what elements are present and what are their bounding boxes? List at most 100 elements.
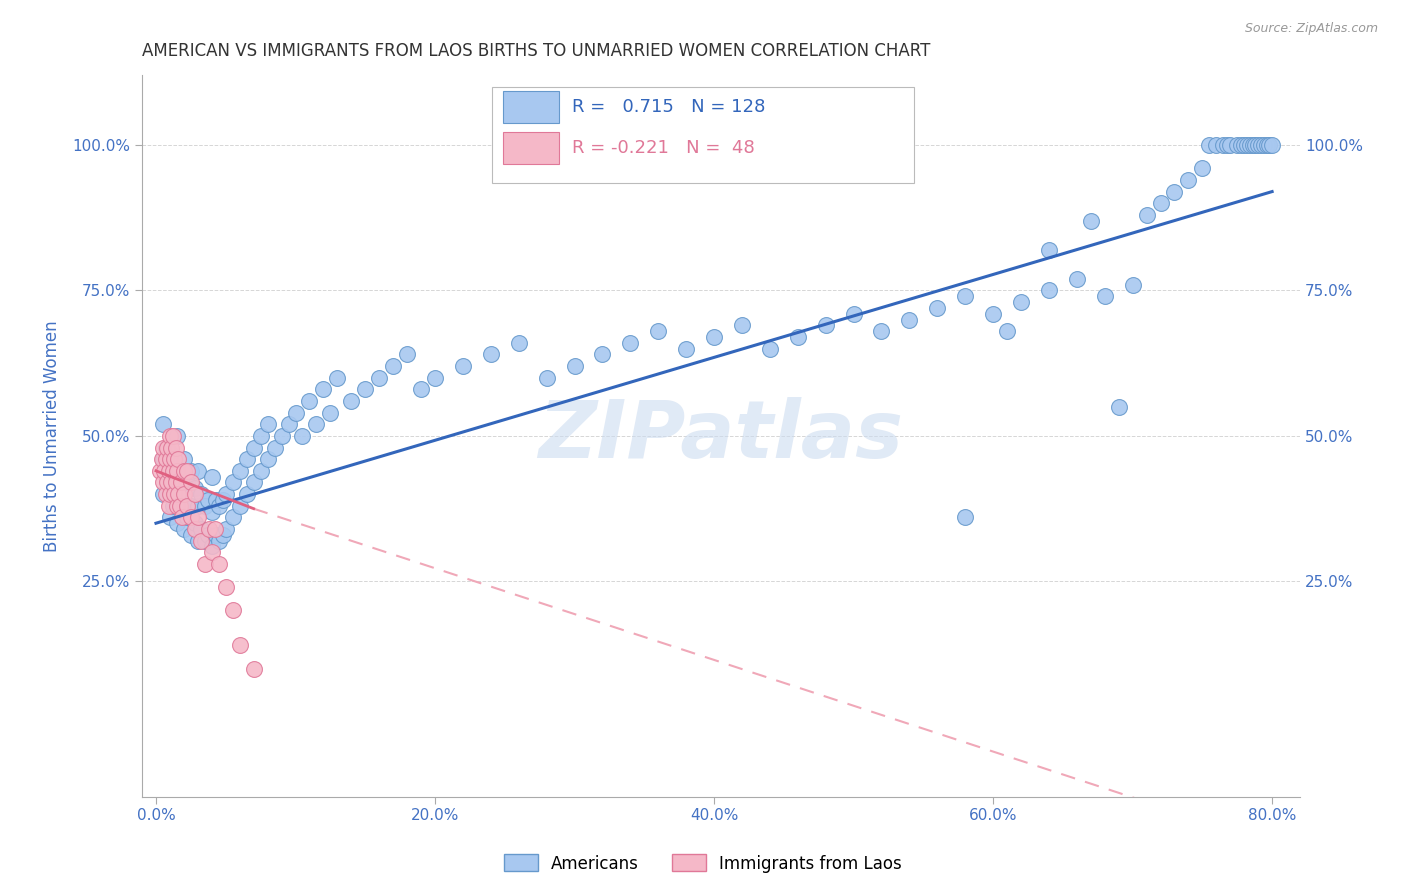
Point: [953, 289, 976, 303]
Point: [451, 359, 474, 373]
Point: [564, 359, 586, 373]
Point: [180, 475, 202, 490]
Point: [222, 510, 245, 524]
Point: [160, 441, 183, 455]
Point: [1250, 138, 1272, 153]
Point: [242, 662, 264, 676]
Point: [212, 528, 235, 542]
Point: [953, 510, 976, 524]
Point: [155, 487, 177, 501]
Point: [155, 452, 177, 467]
Point: [1038, 284, 1060, 298]
Point: [368, 370, 391, 384]
Point: [187, 464, 209, 478]
Point: [1216, 138, 1239, 153]
Point: [1066, 272, 1088, 286]
Point: [1244, 138, 1267, 153]
Point: [150, 452, 173, 467]
Point: [354, 383, 377, 397]
Point: [163, 452, 186, 467]
Point: [731, 318, 754, 333]
Text: ZIPatlas: ZIPatlas: [538, 397, 904, 475]
Text: Source: ZipAtlas.com: Source: ZipAtlas.com: [1244, 22, 1378, 36]
Point: [187, 510, 209, 524]
Point: [619, 335, 641, 350]
Point: [166, 487, 188, 501]
Point: [155, 441, 177, 455]
Point: [1094, 289, 1116, 303]
Point: [222, 475, 245, 490]
Point: [1253, 138, 1275, 153]
Point: [190, 487, 212, 501]
Point: [169, 499, 191, 513]
Point: [1108, 400, 1130, 414]
Point: [1236, 138, 1258, 153]
Point: [194, 533, 217, 548]
Point: [208, 499, 231, 513]
Point: [1241, 138, 1264, 153]
Point: [180, 510, 202, 524]
Point: [173, 487, 195, 501]
Point: [249, 429, 271, 443]
Text: R =   0.715   N = 128: R = 0.715 N = 128: [572, 98, 765, 116]
Point: [162, 499, 184, 513]
Point: [152, 417, 174, 432]
Point: [215, 580, 238, 594]
FancyBboxPatch shape: [503, 132, 560, 164]
Point: [995, 324, 1018, 338]
Point: [153, 464, 176, 478]
Point: [235, 452, 257, 467]
Point: [215, 487, 238, 501]
Point: [205, 528, 228, 542]
Point: [159, 475, 181, 490]
Point: [152, 475, 174, 490]
Point: [340, 394, 363, 409]
Point: [870, 324, 893, 338]
Point: [208, 533, 231, 548]
Point: [1261, 138, 1284, 153]
Point: [159, 510, 181, 524]
Point: [173, 452, 195, 467]
Point: [152, 452, 174, 467]
Point: [194, 557, 217, 571]
Point: [201, 505, 224, 519]
Point: [194, 499, 217, 513]
Point: [172, 510, 194, 524]
Point: [382, 359, 405, 373]
Point: [647, 324, 669, 338]
Point: [173, 487, 195, 501]
Point: [1177, 173, 1199, 187]
Point: [205, 492, 228, 507]
Point: [1122, 277, 1144, 292]
Point: [152, 487, 174, 501]
Point: [163, 487, 186, 501]
Point: [156, 441, 179, 455]
Point: [184, 481, 207, 495]
Point: [159, 429, 181, 443]
Point: [1163, 185, 1185, 199]
Point: [1239, 138, 1261, 153]
Point: [176, 510, 198, 524]
Point: [176, 464, 198, 478]
Point: [184, 487, 207, 501]
Point: [180, 464, 202, 478]
Point: [423, 370, 446, 384]
Point: [165, 441, 187, 455]
Point: [1258, 138, 1281, 153]
Point: [1038, 243, 1060, 257]
Point: [228, 464, 250, 478]
Point: [319, 406, 342, 420]
Point: [166, 464, 188, 478]
Point: [228, 499, 250, 513]
Point: [173, 464, 195, 478]
Legend: Americans, Immigrants from Laos: Americans, Immigrants from Laos: [498, 847, 908, 880]
Point: [170, 499, 193, 513]
Point: [1198, 138, 1220, 153]
Point: [256, 417, 278, 432]
Point: [228, 639, 250, 653]
Point: [1191, 161, 1213, 176]
Point: [263, 441, 285, 455]
Point: [167, 452, 190, 467]
Point: [198, 522, 221, 536]
Point: [591, 347, 613, 361]
